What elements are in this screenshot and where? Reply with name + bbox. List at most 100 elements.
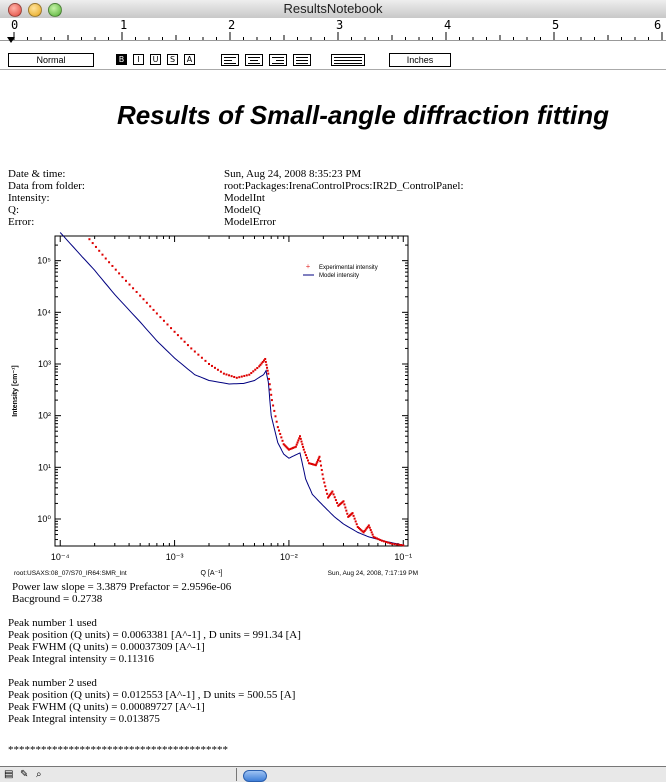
experimental-point	[297, 439, 300, 442]
experimental-point	[270, 399, 273, 402]
units-selector[interactable]: Inches	[389, 53, 451, 67]
info-label-date: Date & time:	[8, 168, 66, 180]
experimental-point	[190, 347, 193, 350]
experimental-point	[121, 276, 124, 279]
align-justify-icon[interactable]	[293, 54, 311, 66]
experimental-point	[370, 531, 373, 534]
experimental-point	[197, 353, 200, 356]
footnote-timestamp: Sun, Aug 24, 2008, 7:17:19 PM	[328, 570, 418, 577]
experimental-point	[299, 437, 302, 440]
strikethrough-button[interactable]: S	[167, 54, 178, 65]
experimental-point	[204, 359, 207, 362]
info-label-folder: Data from folder:	[8, 180, 85, 192]
pencil-icon[interactable]: ✎	[20, 769, 29, 780]
italic-button[interactable]: I	[133, 54, 144, 65]
experimental-point	[365, 527, 368, 530]
experimental-point	[219, 370, 222, 373]
experimental-point	[111, 264, 114, 267]
ruler[interactable]: 0 1 2 3 4 5 6	[0, 18, 666, 41]
ruler-number: 4	[444, 18, 452, 32]
bold-button[interactable]: B	[116, 54, 127, 65]
experimental-point	[286, 447, 289, 450]
experimental-point	[213, 366, 216, 369]
experimental-point	[176, 334, 179, 337]
experimental-point	[354, 520, 357, 523]
align-right-icon[interactable]	[269, 54, 287, 66]
experimental-point	[155, 312, 158, 315]
model-intensity-line	[59, 232, 404, 546]
experimental-point	[375, 537, 378, 540]
close-window-button[interactable]	[8, 3, 22, 17]
align-left-icon[interactable]	[221, 54, 239, 66]
underline-button[interactable]: U	[150, 54, 161, 65]
experimental-point	[315, 462, 318, 465]
experimental-point	[362, 531, 365, 534]
fit-results-chart: 10⁻⁴ 10⁻³ 10⁻² 10⁻¹ 10⁰ 10¹ 10² 10³ 10⁴ 10⁵ Q [A⁻¹…	[12, 232, 418, 577]
experimental-point	[268, 383, 271, 386]
experimental-point	[264, 360, 267, 363]
magnifier-icon[interactable]: ⌕	[36, 769, 42, 780]
experimental-point	[159, 316, 162, 319]
peak2-title: Peak number 2 used	[8, 677, 97, 689]
experimental-point	[222, 372, 225, 375]
experimental-point	[308, 462, 311, 465]
experimental-point	[353, 517, 356, 520]
zoom-window-button[interactable]	[48, 3, 62, 17]
experimental-point	[118, 272, 121, 275]
experimental-point	[233, 375, 236, 378]
experimental-point	[341, 501, 344, 504]
page-icon[interactable]: ▤	[4, 769, 14, 780]
experimental-point	[270, 393, 273, 396]
experimental-point	[361, 530, 364, 533]
ruler-number: 2	[228, 18, 236, 32]
legend-label-experimental: Experimental intensity	[319, 265, 378, 271]
align-center-icon[interactable]	[245, 54, 263, 66]
experimental-point	[281, 439, 284, 442]
experimental-point	[282, 443, 285, 446]
experimental-point	[128, 283, 131, 286]
experimental-point	[331, 490, 334, 493]
experimental-point	[326, 492, 329, 495]
experimental-point	[269, 388, 272, 391]
experimental-point	[305, 456, 308, 459]
paragraph-style-selector[interactable]: Normal	[8, 53, 94, 67]
experimental-point	[294, 445, 297, 448]
experimental-point	[245, 374, 248, 377]
power-law-line: Power law slope = 3.3879 Prefactor = 2.9…	[12, 581, 232, 593]
experimental-point	[88, 238, 91, 241]
experimental-point	[357, 527, 360, 530]
superscript-button[interactable]: A	[184, 54, 195, 65]
experimental-point	[228, 374, 231, 377]
experimental-point	[252, 370, 255, 373]
experimental-point	[264, 357, 267, 360]
experimental-point	[374, 536, 377, 539]
experimental-point	[359, 528, 362, 531]
experimental-point	[279, 432, 282, 435]
experimental-point	[132, 287, 135, 290]
experimental-point	[173, 330, 176, 333]
experimental-point	[332, 493, 335, 496]
horizontal-scrollbar[interactable]	[236, 768, 666, 781]
separator-line: ****************************************	[8, 744, 228, 756]
experimental-point	[371, 533, 374, 536]
line-spacing-icon[interactable]	[331, 54, 365, 66]
experimental-point	[333, 496, 336, 499]
minimize-window-button[interactable]	[28, 3, 42, 17]
peak2-fwhm: Peak FWHM (Q units) = 0.00089727 [A^-1]	[8, 701, 205, 713]
info-label-q: Q:	[8, 204, 19, 216]
scrollbar-thumb[interactable]	[243, 770, 267, 782]
experimental-point	[268, 377, 271, 380]
experimental-point	[346, 512, 349, 515]
experimental-point	[356, 525, 359, 528]
info-value-date: Sun, Aug 24, 2008 8:35:23 PM	[224, 168, 362, 180]
legend-label-model: Model intensity	[319, 273, 359, 279]
experimental-point	[261, 360, 264, 363]
experimental-point	[250, 372, 253, 375]
experimental-point	[248, 373, 251, 376]
tab-stop-marker[interactable]	[7, 37, 15, 43]
experimental-point	[256, 367, 259, 370]
experimental-point	[367, 524, 370, 527]
experimental-point	[309, 462, 312, 465]
info-value-error: ModelError	[224, 216, 276, 228]
info-label-intensity: Intensity:	[8, 192, 50, 204]
